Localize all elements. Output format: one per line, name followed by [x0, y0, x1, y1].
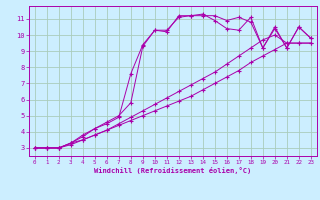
X-axis label: Windchill (Refroidissement éolien,°C): Windchill (Refroidissement éolien,°C): [94, 167, 252, 174]
